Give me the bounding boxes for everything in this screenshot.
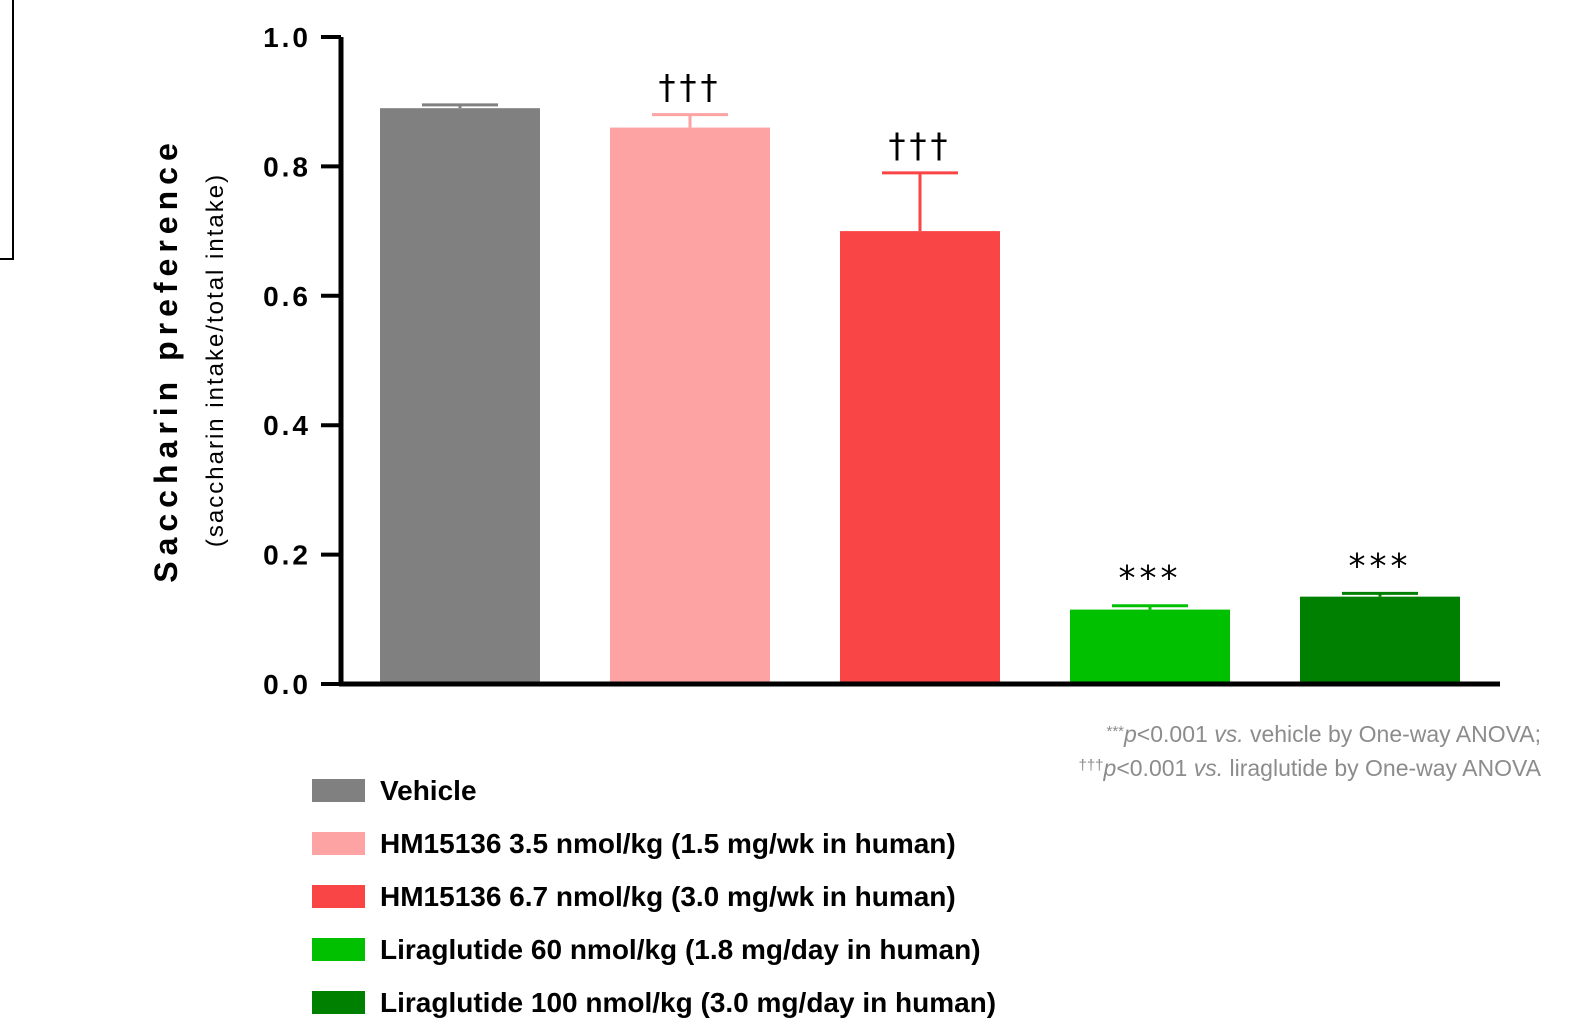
legend-item: HM15136 3.5 nmol/kg (1.5 mg/wk in human): [312, 817, 996, 870]
bars-layer: [380, 108, 1460, 685]
legend-item: Liraglutide 60 nmol/kg (1.8 mg/day in hu…: [312, 923, 996, 976]
significance-label-4: ***: [1119, 559, 1182, 599]
y-tick-label-3: 0.6: [263, 281, 311, 312]
legend-label: HM15136 6.7 nmol/kg (3.0 mg/wk in human): [380, 880, 956, 912]
significance-label-5: ***: [1349, 546, 1412, 586]
y-axis-subtitle: (saccharin intake/total intake): [202, 173, 229, 547]
legend-label: HM15136 3.5 nmol/kg (1.5 mg/wk in human): [380, 827, 956, 859]
legend-item: Liraglutide 100 nmol/kg (3.0 mg/day in h…: [312, 976, 996, 1029]
bar-5: [1300, 596, 1460, 684]
legend-swatch: [312, 991, 365, 1014]
legend-swatch: [312, 885, 365, 908]
legend-swatch: [312, 832, 365, 855]
legend-swatch: [312, 938, 365, 961]
significance-label-3: †††: [889, 126, 952, 166]
legend-label: Liraglutide 60 nmol/kg (1.8 mg/day in hu…: [380, 933, 981, 965]
y-tick-label-2: 0.4: [263, 410, 311, 441]
y-tick-label-0: 0.0: [263, 669, 311, 700]
bar-1: [380, 108, 540, 685]
y-tick-label-4: 0.8: [263, 151, 311, 182]
legend-item: HM15136 6.7 nmol/kg (3.0 mg/wk in human): [312, 870, 996, 923]
legend-item: Vehicle: [312, 764, 996, 817]
bar-2: [610, 127, 770, 684]
footnote-line-2: †††p<0.001 vs. liraglutide by One-way AN…: [1078, 755, 1542, 781]
error-bars-layer: [422, 103, 1418, 610]
chart-legend: Vehicle HM15136 3.5 nmol/kg (1.5 mg/wk in…: [312, 764, 996, 1029]
y-tick-label-5: 1.0: [263, 22, 311, 53]
legend-label: Liraglutide 100 nmol/kg (3.0 mg/day in h…: [380, 986, 997, 1018]
bar-4: [1070, 609, 1230, 684]
y-axis-title: Saccharin preference: [148, 137, 184, 583]
left-panel-frame: [0, 0, 14, 260]
significance-label-2: †††: [659, 68, 722, 108]
legend-swatch: [312, 779, 365, 802]
y-axis: 0.0 0.2 0.4 0.6 0.8 1.0: [263, 22, 1500, 700]
significance-footnote: ***p<0.001 vs. vehicle by One-way ANOVA;…: [1079, 716, 1542, 784]
footnote-line-1: ***p<0.001 vs. vehicle by One-way ANOVA;: [1106, 721, 1541, 747]
y-tick-label-1: 0.2: [263, 540, 311, 571]
annotations-layer: ††† ††† *** ***: [659, 68, 1412, 599]
legend-label: Vehicle: [380, 774, 477, 806]
bar-3: [840, 231, 1000, 684]
